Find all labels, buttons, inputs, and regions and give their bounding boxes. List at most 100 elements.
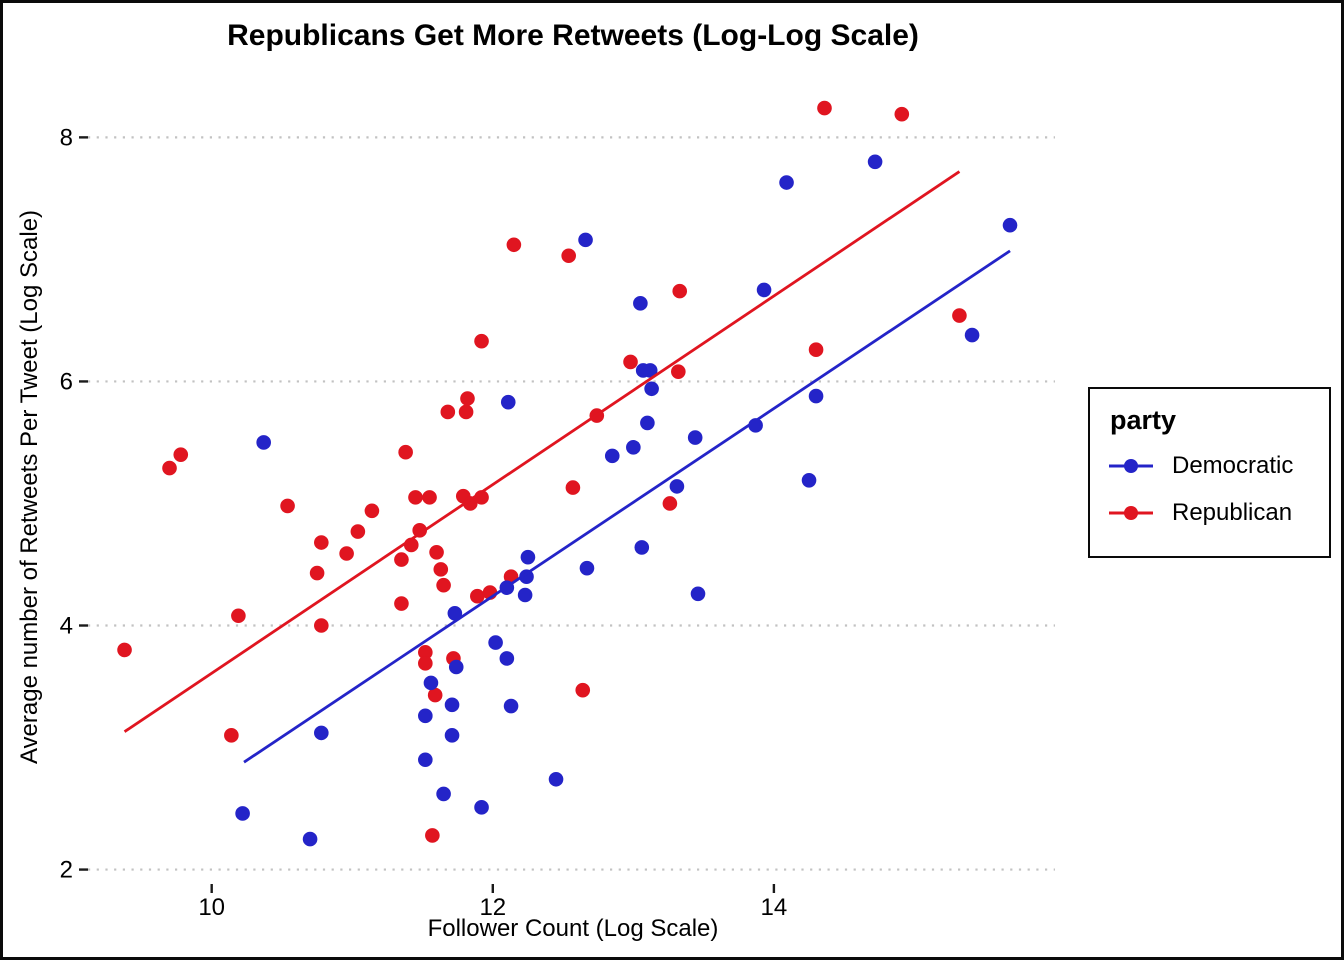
scatter-point-republican	[817, 100, 832, 116]
scatter-point-republican	[394, 552, 409, 567]
trend-line-democratic	[243, 249, 1011, 764]
scatter-point-democratic	[634, 540, 650, 555]
scatter-point-republican	[463, 496, 478, 511]
scatter-point-democratic	[626, 440, 641, 455]
scatter-point-republican	[364, 503, 380, 519]
legend-title: party	[1110, 405, 1177, 435]
scatter-point-democratic	[474, 800, 489, 815]
scatter-point-republican	[394, 596, 409, 611]
scatter-point-democratic	[447, 606, 463, 621]
scatter-point-republican	[436, 577, 451, 593]
scatter-point-democratic	[436, 786, 451, 802]
x-tick-label-12: 12	[479, 894, 506, 921]
scatter-point-republican	[408, 490, 423, 505]
scatter-point-democratic	[500, 394, 516, 410]
scatter-point-democratic	[418, 752, 433, 768]
scatter-point-democratic	[801, 472, 817, 488]
scatter-point-republican	[350, 524, 366, 539]
scatter-point-democratic	[604, 448, 620, 464]
legend-label-republican: Republican	[1172, 498, 1293, 526]
scatter-point-democratic	[519, 569, 534, 584]
scatter-point-democratic	[578, 232, 593, 248]
scatter-point-republican	[309, 565, 325, 581]
scatter-point-republican	[280, 498, 295, 514]
y-tick-label-2: 2	[60, 857, 73, 884]
x-tick-label-14: 14	[761, 894, 788, 921]
scatter-point-democratic	[756, 282, 772, 298]
scatter-point-democratic	[444, 728, 460, 743]
scatter-point-democratic	[499, 651, 515, 666]
scatter-point-republican	[314, 618, 329, 633]
scatter-point-democratic	[314, 725, 329, 741]
scatter-point-republican	[425, 828, 440, 843]
scatter-point-democratic	[642, 363, 658, 378]
scatter-point-republican	[162, 460, 177, 476]
scatter-point-republican	[418, 645, 433, 660]
scatter-point-democratic	[779, 175, 794, 190]
scatter-point-republican	[894, 106, 910, 122]
scatter-point-democratic	[1002, 217, 1018, 233]
scatter-point-republican	[671, 364, 686, 379]
legend-entry-democratic: Democratic	[1090, 442, 1329, 489]
scatter-point-democratic	[302, 831, 318, 847]
scatter-point-republican	[231, 608, 246, 624]
x-axis-label: Follower Count (Log Scale)	[427, 915, 719, 942]
legend-entry-republican: Republican	[1090, 489, 1329, 536]
scatter-point-democratic	[503, 698, 519, 714]
y-axis-label: Average number of Retweets Per Tweet (Lo…	[16, 209, 43, 765]
scatter-point-democratic	[644, 381, 659, 397]
scatter-point-republican	[314, 535, 329, 550]
scatter-point-republican	[339, 546, 354, 561]
scatter-point-democratic	[669, 479, 685, 494]
scatter-point-democratic	[423, 675, 439, 691]
scatter-point-democratic	[488, 635, 503, 650]
scatter-point-republican	[474, 333, 489, 349]
chart-title: Republicans Get More Retweets (Log-Log S…	[227, 19, 919, 52]
scatter-point-republican	[429, 544, 444, 560]
scatter-point-democratic	[808, 388, 824, 404]
legend-key-republican-icon	[1109, 505, 1153, 520]
scatter-point-republican	[427, 687, 443, 703]
legend-label-democratic: Democratic	[1172, 451, 1294, 479]
y-tick-label-6: 6	[60, 368, 73, 395]
scatter-point-republican	[808, 342, 824, 358]
scatter-point-democratic	[520, 549, 536, 565]
scatter-point-republican	[440, 404, 456, 420]
scatter-point-democratic	[418, 708, 433, 724]
scatter-point-republican	[565, 480, 581, 495]
scatter-point-democratic	[964, 327, 980, 343]
scatter-point-republican	[398, 444, 413, 460]
legend: party Democratic Republican	[1088, 387, 1331, 558]
scatter-point-democratic	[256, 435, 271, 450]
y-tick-label-4: 4	[60, 613, 73, 640]
legend-key-democratic-icon	[1109, 458, 1153, 473]
scatter-point-democratic	[867, 154, 883, 170]
scatter-point-democratic	[690, 586, 706, 602]
scatter-point-republican	[561, 248, 576, 264]
scatter-point-democratic	[548, 771, 564, 787]
scatter-point-democratic	[640, 415, 655, 431]
x-tick-label-10: 10	[198, 894, 225, 921]
scatter-point-democratic	[579, 560, 595, 576]
scatter-point-republican	[952, 308, 967, 323]
scatter-point-republican	[672, 283, 688, 299]
scatter-point-republican	[418, 656, 433, 671]
scatter-point-democratic	[444, 697, 460, 713]
scatter-point-republican	[117, 642, 132, 658]
scatter-point-republican	[470, 588, 485, 604]
scatter-point-democratic	[448, 659, 464, 675]
scatter-point-republican	[662, 496, 678, 511]
scatter-point-republican	[458, 404, 474, 420]
trend-line-republican	[123, 170, 961, 733]
scatter-point-republican	[460, 391, 475, 406]
scatter-point-democratic	[517, 587, 533, 603]
y-tick-label-8: 8	[60, 124, 73, 151]
scatter-point-republican	[506, 237, 522, 253]
scatter-point-republican	[412, 523, 428, 538]
scatter-point-democratic	[633, 296, 648, 311]
scatter-point-republican	[224, 728, 239, 743]
scatter-point-republican	[173, 447, 189, 462]
scatter-point-democratic	[235, 806, 250, 821]
scatter-point-republican	[433, 562, 449, 577]
